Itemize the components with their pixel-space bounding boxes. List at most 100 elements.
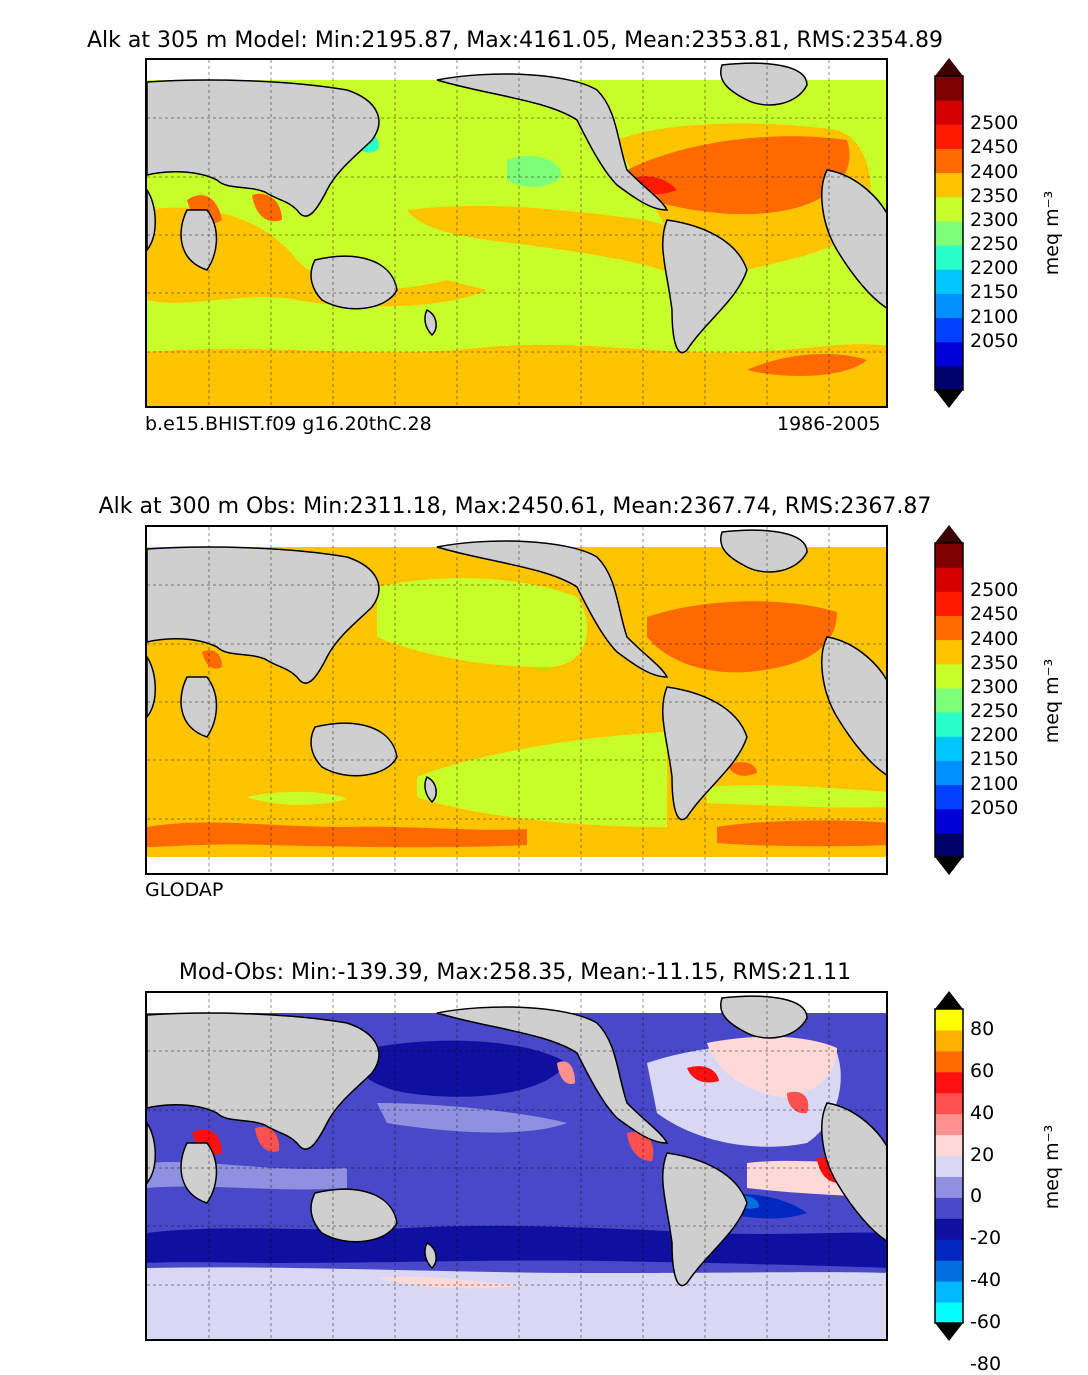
africa-west-land bbox=[821, 636, 886, 776]
panel2-title: Alk at 300 m Obs: Min:2311.18, Max:2450.… bbox=[98, 494, 932, 519]
panel3-map bbox=[145, 991, 888, 1341]
greenland-land bbox=[720, 995, 808, 1039]
colorbar-segment bbox=[935, 100, 963, 125]
greenland-land bbox=[720, 529, 808, 573]
colorbar-outline bbox=[934, 1008, 964, 1324]
colorbar-segment bbox=[935, 615, 963, 641]
australia-land bbox=[310, 255, 398, 310]
colorbar-segment bbox=[935, 269, 963, 294]
colorbar-tick-label: 2200 bbox=[970, 257, 1019, 280]
panel1-title: Alk at 305 m Model: Min:2195.87, Max:416… bbox=[86, 28, 944, 53]
southern-band-east bbox=[717, 820, 886, 847]
colorbar-segment bbox=[935, 591, 963, 616]
colorbar-svg bbox=[934, 525, 964, 875]
colorbar-tick-label: 0 bbox=[970, 1185, 983, 1208]
patch-sa bbox=[727, 762, 757, 776]
colorbar-tick-label: 2150 bbox=[970, 281, 1019, 304]
colorbar-tick-label: 2050 bbox=[970, 796, 1019, 819]
india-land bbox=[180, 209, 218, 271]
colorbar-tick-label: 2500 bbox=[970, 579, 1019, 602]
colorbar-tick-label: 2350 bbox=[970, 184, 1019, 207]
colorbar-segment bbox=[935, 365, 963, 391]
colorbar-tick-label: -80 bbox=[970, 1352, 1002, 1375]
ne-atlantic-red bbox=[787, 1091, 809, 1114]
panel1-map bbox=[145, 58, 888, 408]
bay-bengal bbox=[252, 193, 282, 222]
colorbar-extend-max bbox=[935, 58, 963, 76]
colorbar-segment bbox=[935, 1302, 963, 1324]
colorbar-segment bbox=[935, 567, 963, 592]
no-data-north bbox=[147, 527, 886, 547]
colorbar-tick-label: 2300 bbox=[970, 675, 1019, 698]
colorbar-segment bbox=[935, 1218, 963, 1240]
colorbar-segment bbox=[935, 1260, 963, 1282]
colorbar-tick-label: 2500 bbox=[970, 112, 1019, 135]
colorbar-tick-label: 2450 bbox=[970, 603, 1019, 626]
africa-west-land bbox=[821, 1102, 886, 1242]
colorbar-extend-min bbox=[935, 857, 963, 875]
colorbar-tick-label: 40 bbox=[970, 1101, 995, 1124]
colorbar-tick-label: 2400 bbox=[970, 160, 1019, 183]
colorbar-segment bbox=[935, 245, 963, 270]
bengal-red bbox=[255, 1126, 280, 1152]
panel1-colorbar bbox=[934, 58, 964, 408]
panel3-colorbar bbox=[934, 991, 964, 1341]
panel2-colorbar bbox=[934, 525, 964, 875]
graticule bbox=[147, 60, 886, 406]
colorbar-tick-label: 20 bbox=[970, 1143, 995, 1166]
gulfstream-red bbox=[687, 1066, 719, 1083]
colorbar-tick-label: 2100 bbox=[970, 772, 1019, 795]
panel2-colorbar-unit: meq m⁻³ bbox=[1041, 658, 1064, 744]
colorbar-segment bbox=[935, 639, 963, 665]
graticule bbox=[147, 993, 886, 1339]
greenland-land bbox=[720, 62, 808, 106]
colorbar-segment bbox=[935, 808, 963, 834]
colorbar-tick-label: 2450 bbox=[970, 136, 1019, 159]
colorbar-outline bbox=[934, 542, 964, 858]
colorbar-segment bbox=[935, 196, 963, 222]
southern-patch bbox=[747, 354, 867, 376]
colorbar-extend-min bbox=[935, 390, 963, 408]
indian-orange bbox=[147, 207, 487, 307]
sindian-green bbox=[247, 791, 347, 805]
colorbar-tick-label: 2400 bbox=[970, 627, 1019, 650]
south-america-land bbox=[661, 1152, 748, 1287]
panel2-footer-left: GLODAP bbox=[145, 879, 224, 901]
colorbar-tick-label: -20 bbox=[970, 1227, 1002, 1250]
npacific-green bbox=[507, 155, 562, 187]
india-land bbox=[180, 1142, 218, 1204]
colorbar-tick-label: 2200 bbox=[970, 724, 1019, 747]
australia-land bbox=[310, 1188, 398, 1243]
colorbar-segment bbox=[935, 543, 963, 568]
graticule bbox=[147, 527, 886, 873]
panel1-footer-left: b.e15.BHIST.f09 g16.20thC.28 bbox=[145, 413, 432, 435]
colorbar-tick-label: 80 bbox=[970, 1017, 995, 1040]
colorbar-tick-label: 2050 bbox=[970, 329, 1019, 352]
atlantic-pink bbox=[707, 1036, 837, 1098]
colorbar-segment bbox=[935, 1092, 963, 1115]
colorbar-segment bbox=[935, 1009, 963, 1031]
colorbar-segment bbox=[935, 124, 963, 149]
colorbar-svg bbox=[934, 991, 964, 1341]
eurasia-land bbox=[147, 1012, 380, 1150]
colorbar-segment bbox=[935, 832, 963, 858]
north-america-land bbox=[436, 540, 669, 678]
colorbar-outline bbox=[934, 75, 964, 391]
colorbar-tick-label: 2250 bbox=[970, 233, 1019, 256]
india-land bbox=[180, 676, 218, 738]
colorbar-extend-max bbox=[935, 525, 963, 543]
southern-band bbox=[147, 344, 886, 406]
spacific-green bbox=[417, 732, 667, 827]
satlantic-green bbox=[707, 785, 886, 808]
panel2-map bbox=[145, 525, 888, 875]
north-america-land bbox=[436, 73, 669, 211]
colorbar-segment bbox=[935, 317, 963, 343]
colorbar-tick-label: 60 bbox=[970, 1059, 995, 1082]
pacific-orange bbox=[407, 205, 695, 280]
colorbar-extend-min bbox=[935, 1323, 963, 1341]
colorbar-segment bbox=[935, 1155, 963, 1177]
new-zealand-land bbox=[424, 308, 437, 337]
eurasia-land bbox=[147, 546, 380, 684]
colorbar-segment bbox=[935, 1050, 963, 1073]
continents bbox=[147, 995, 886, 1287]
